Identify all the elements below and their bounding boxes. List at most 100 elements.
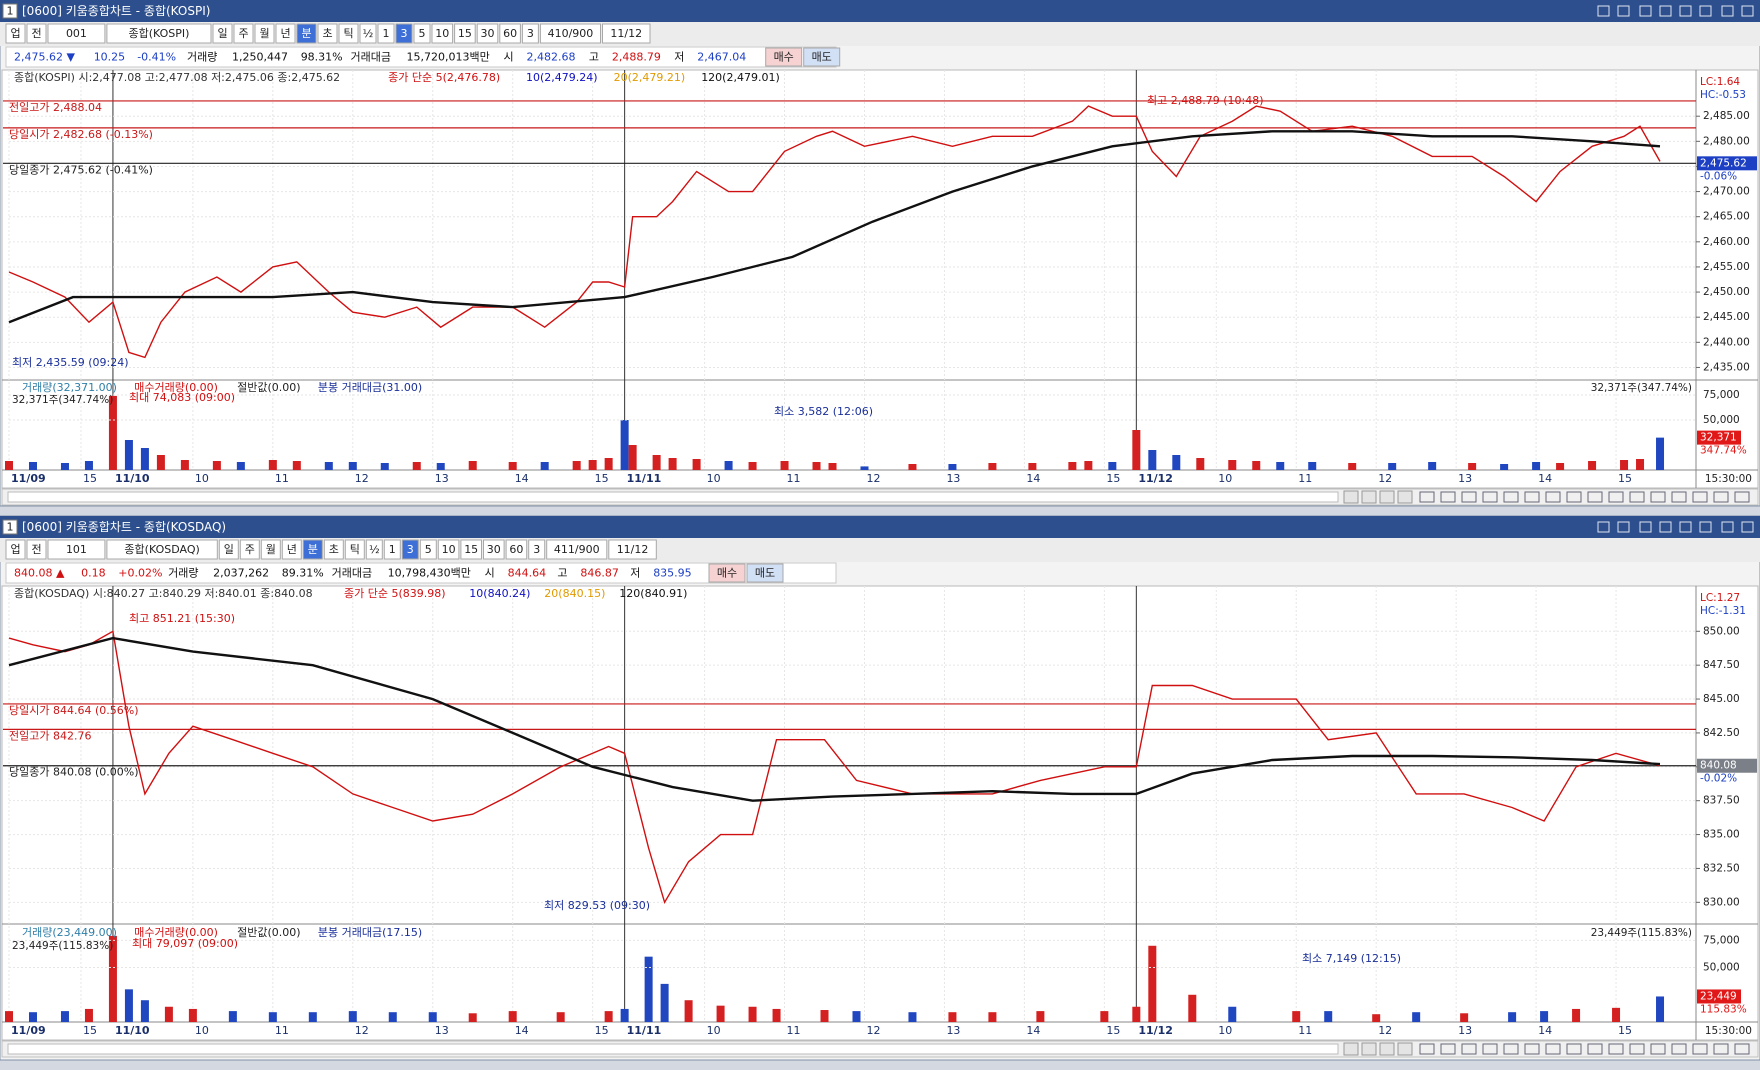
scroll-button[interactable] xyxy=(1379,1042,1395,1056)
toolbar-button[interactable] xyxy=(431,23,454,44)
window-control[interactable] xyxy=(1597,5,1610,17)
toolbar-button[interactable] xyxy=(476,23,499,44)
tool-icon[interactable] xyxy=(1503,491,1519,503)
tool-icon[interactable] xyxy=(1734,1043,1750,1055)
toolbar-button[interactable] xyxy=(419,539,437,560)
scroll-button[interactable] xyxy=(1361,490,1377,504)
tool-icon[interactable] xyxy=(1566,491,1582,503)
tool-icon[interactable] xyxy=(1524,491,1540,503)
window-control[interactable] xyxy=(1741,5,1754,17)
toolbar-button[interactable] xyxy=(608,539,657,560)
tool-icon[interactable] xyxy=(1629,1043,1645,1055)
toolbar-button[interactable] xyxy=(338,23,359,44)
toolbar-button[interactable] xyxy=(260,539,281,560)
toolbar-button[interactable] xyxy=(254,23,275,44)
scroll-button[interactable] xyxy=(1379,490,1395,504)
window-control[interactable] xyxy=(1679,5,1692,17)
toolbar-button[interactable] xyxy=(437,539,460,560)
toolbar-button[interactable] xyxy=(275,23,296,44)
tool-icon[interactable] xyxy=(1650,491,1666,503)
window-control[interactable] xyxy=(1721,5,1734,17)
scroll-button[interactable] xyxy=(1343,490,1359,504)
window-control[interactable] xyxy=(1617,5,1630,17)
tool-icon[interactable] xyxy=(1692,491,1708,503)
toolbar-button[interactable] xyxy=(383,539,401,560)
tool-icon[interactable] xyxy=(1419,1043,1435,1055)
tool-icon[interactable] xyxy=(1461,1043,1477,1055)
toolbar-button[interactable] xyxy=(302,539,323,560)
tool-icon[interactable] xyxy=(1440,1043,1456,1055)
window-control[interactable] xyxy=(1699,521,1712,533)
toolbar-button[interactable] xyxy=(528,539,546,560)
toolbar-button[interactable] xyxy=(106,539,218,560)
tool-icon[interactable] xyxy=(1608,491,1624,503)
toolbar-button[interactable] xyxy=(521,23,539,44)
window-control[interactable] xyxy=(1597,521,1610,533)
toolbar-button[interactable] xyxy=(483,539,505,560)
tool-icon[interactable] xyxy=(1713,1043,1729,1055)
toolbar-button[interactable] xyxy=(505,539,528,560)
tool-icon[interactable] xyxy=(1566,1043,1582,1055)
toolbar-button[interactable] xyxy=(454,23,476,44)
tool-icon[interactable] xyxy=(1587,1043,1603,1055)
toolbar-button[interactable] xyxy=(233,23,254,44)
scroll-button[interactable] xyxy=(1397,490,1413,504)
toolbar-button[interactable] xyxy=(359,23,377,44)
tool-icon[interactable] xyxy=(1734,491,1750,503)
toolbar-button[interactable] xyxy=(218,539,239,560)
toolbar-button[interactable] xyxy=(377,23,395,44)
toolbar-button[interactable] xyxy=(499,23,521,44)
tool-icon[interactable] xyxy=(1671,491,1687,503)
scroll-track[interactable] xyxy=(7,1043,1339,1055)
tool-icon[interactable] xyxy=(1461,491,1477,503)
toolbar-button[interactable] xyxy=(5,23,26,44)
toolbar-button[interactable] xyxy=(47,539,106,560)
toolbar-button[interactable] xyxy=(47,23,106,44)
window-control[interactable] xyxy=(1639,5,1652,17)
toolbar-button[interactable] xyxy=(365,539,383,560)
tool-icon[interactable] xyxy=(1692,1043,1708,1055)
tool-icon[interactable] xyxy=(1482,1043,1498,1055)
toolbar-button[interactable] xyxy=(317,23,338,44)
tool-icon[interactable] xyxy=(1629,491,1645,503)
scroll-button[interactable] xyxy=(1343,1042,1359,1056)
window-control[interactable] xyxy=(1679,521,1692,533)
tool-icon[interactable] xyxy=(1503,1043,1519,1055)
toolbar-button[interactable] xyxy=(401,539,419,560)
tool-icon[interactable] xyxy=(1545,491,1561,503)
toolbar-button[interactable] xyxy=(281,539,302,560)
toolbar-button[interactable] xyxy=(460,539,482,560)
tool-icon[interactable] xyxy=(1650,1043,1666,1055)
window-control[interactable] xyxy=(1617,521,1630,533)
toolbar-button[interactable] xyxy=(323,539,344,560)
tool-icon[interactable] xyxy=(1671,1043,1687,1055)
toolbar-button[interactable] xyxy=(602,23,651,44)
toolbar-button[interactable] xyxy=(546,539,608,560)
tool-icon[interactable] xyxy=(1524,1043,1540,1055)
toolbar-button[interactable] xyxy=(413,23,431,44)
tool-icon[interactable] xyxy=(1608,1043,1624,1055)
tool-icon[interactable] xyxy=(1713,491,1729,503)
tool-icon[interactable] xyxy=(1587,491,1603,503)
toolbar-button[interactable] xyxy=(212,23,233,44)
toolbar-button[interactable] xyxy=(5,539,26,560)
order-button[interactable] xyxy=(746,563,784,583)
order-button[interactable] xyxy=(803,47,841,67)
window-control[interactable] xyxy=(1659,521,1672,533)
toolbar-button[interactable] xyxy=(26,23,47,44)
toolbar-button[interactable] xyxy=(395,23,413,44)
toolbar-button[interactable] xyxy=(106,23,212,44)
toolbar-button[interactable] xyxy=(539,23,602,44)
order-button[interactable] xyxy=(708,563,746,583)
scroll-button[interactable] xyxy=(1361,1042,1377,1056)
toolbar-button[interactable] xyxy=(344,539,365,560)
tool-icon[interactable] xyxy=(1482,491,1498,503)
order-button[interactable] xyxy=(765,47,803,67)
tool-icon[interactable] xyxy=(1545,1043,1561,1055)
toolbar-button[interactable] xyxy=(296,23,317,44)
toolbar-button[interactable] xyxy=(239,539,260,560)
tool-icon[interactable] xyxy=(1440,491,1456,503)
window-control[interactable] xyxy=(1639,521,1652,533)
window-control[interactable] xyxy=(1721,521,1734,533)
scroll-track[interactable] xyxy=(7,491,1339,503)
